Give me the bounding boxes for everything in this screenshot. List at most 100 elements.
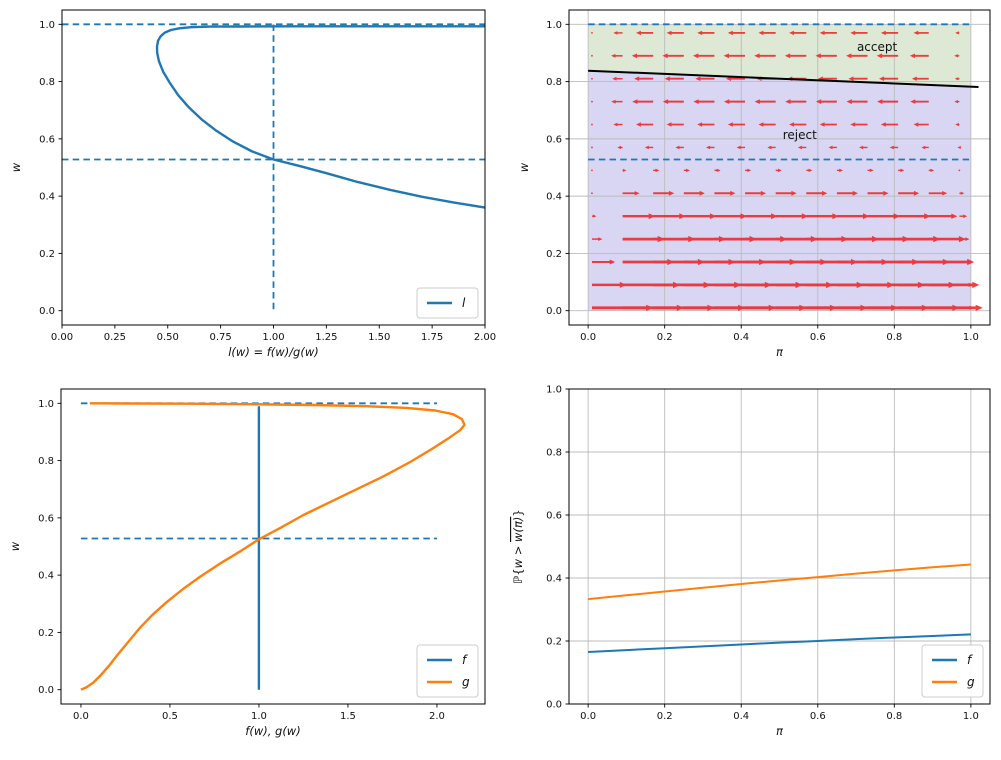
quiver-arrowhead	[655, 168, 660, 173]
y-axis-label-segment: w(π)	[511, 517, 525, 542]
y-tick-label: 0.2	[39, 249, 55, 260]
quiver-arrowhead	[848, 76, 854, 81]
y-tick-label: 0.6	[38, 513, 54, 524]
quiver-arrowhead	[747, 168, 752, 173]
y-axis-label: ℙ{w > w(π)}	[511, 509, 525, 583]
x-tick-label: 1.75	[421, 332, 443, 343]
x-tick-label: 1.5	[340, 711, 356, 722]
quiver-arrowhead	[880, 30, 886, 36]
x-tick-label: 0.4	[733, 332, 749, 343]
quiver-arrowhead	[960, 191, 965, 195]
subplot-acceptance-probability: 0.0 0.2 0.4 0.6 0.8 1.00.00.20.40.60.81.0πℙ{w…	[511, 385, 991, 738]
quiver-arrowhead	[909, 53, 915, 59]
quiver-arrowhead	[697, 30, 703, 36]
quiver-arrowhead	[852, 190, 858, 196]
series-g	[80, 402, 466, 691]
x-tick-label: 0.25	[104, 332, 126, 343]
y-tick-label: 0.4	[38, 571, 54, 582]
y-tick-label: 0.8	[39, 77, 55, 88]
quiver-arrowhead	[727, 122, 733, 127]
quiver-arrowhead	[791, 190, 797, 196]
y-tick-label: 0.0	[546, 306, 562, 317]
x-axis-label-segment: π	[776, 724, 784, 738]
y-tick-label: 0.6	[546, 511, 562, 522]
region-reject	[588, 70, 971, 311]
subplot-likelihood-ratio: 0.00 0.25 0.50 0.75 1.00 1.25 1.50 1.75 2.000.00…	[9, 9, 496, 359]
y-axis-label-segment: }	[511, 509, 525, 516]
quiver-arrowhead	[724, 99, 730, 104]
series-f	[588, 633, 971, 653]
quiver-arrowhead	[913, 30, 919, 35]
quiver-arrowhead	[957, 145, 961, 149]
quiver-arrowhead	[598, 237, 603, 241]
y-tick-label: 0.0	[39, 306, 55, 317]
series-g	[588, 563, 971, 601]
quiver-arrowhead	[850, 30, 856, 36]
quiver-arrowhead	[965, 237, 970, 241]
quiver-arrowhead	[611, 99, 616, 104]
y-tick-label: 0.8	[546, 77, 562, 88]
quiver-arrowhead	[666, 30, 672, 36]
quiver-arrowhead	[789, 122, 794, 127]
quiver-arrowhead	[617, 145, 621, 150]
quiver-dot	[591, 169, 593, 172]
quiver-arrowhead	[913, 190, 920, 196]
x-tick-label: 1.00	[262, 332, 284, 343]
x-tick-label: 0.6	[810, 711, 826, 722]
quiver-field	[591, 30, 983, 311]
quiver-arrowhead	[879, 76, 885, 81]
quiver-dot	[958, 169, 961, 172]
x-axis-label-segment: π	[776, 345, 784, 359]
quiver-arrowhead	[863, 213, 870, 220]
quiver-arrowhead	[592, 214, 597, 218]
x-axis-label: l(w) = f(w)/g(w)	[228, 345, 319, 359]
y-tick-label: 0.6	[39, 134, 55, 145]
y-tick-label: 0.2	[38, 628, 54, 639]
quiver-arrowhead	[785, 99, 791, 104]
quiver-arrowhead	[876, 53, 883, 59]
gridlines	[569, 10, 990, 325]
quiver-arrowhead	[723, 53, 729, 59]
quiver-arrowhead	[954, 54, 958, 58]
quiver-arrowhead	[913, 122, 919, 127]
y-axis-ticks: 0.0 0.2 0.4 0.6 0.8 1.0	[39, 20, 62, 317]
quiver-arrowhead	[634, 76, 640, 81]
quiver-arrowhead	[666, 122, 672, 127]
quiver-arrowhead	[634, 191, 640, 196]
y-tick-label: 0.6	[546, 134, 562, 145]
quiver-arrowhead	[631, 53, 638, 59]
quiver-arrowhead	[693, 99, 699, 104]
quiver-arrowhead	[924, 213, 931, 220]
annotation-reject: reject	[783, 128, 817, 142]
x-tick-label: 2.00	[474, 332, 496, 343]
quiver-arrowhead	[819, 122, 825, 127]
quiver-arrowhead	[975, 304, 983, 311]
legend-label-l: l	[462, 296, 466, 310]
y-axis-label-segment: ℙ{	[511, 568, 525, 583]
x-tick-label: 0.5	[162, 711, 178, 722]
y-axis-ticks: 0.0 0.2 0.4 0.6 0.8 1.0	[38, 399, 61, 696]
quiver-arrowhead	[815, 99, 822, 104]
y-axis-label: w	[9, 162, 23, 172]
x-tick-label: 1.50	[368, 332, 390, 343]
x-axis-label: π	[776, 345, 784, 359]
x-axis-ticks: 0.00 0.25 0.50 0.75 1.00 1.25 1.50 1.75 2.00	[51, 325, 496, 343]
quiver-arrowhead	[815, 53, 821, 59]
quiver-dot	[591, 54, 593, 57]
quiver-arrowhead	[699, 190, 705, 196]
quiver-arrowhead	[883, 190, 889, 196]
x-tick-label: 0.75	[209, 332, 231, 343]
quiver-arrowhead	[877, 99, 883, 104]
quiver-arrowhead	[832, 213, 839, 220]
quiver-arrowhead	[716, 168, 721, 173]
x-tick-label: 0.0	[580, 332, 596, 343]
quiver-arrowhead	[846, 53, 852, 59]
quiver-arrowhead	[880, 122, 886, 127]
quiver-arrowhead	[754, 53, 760, 59]
y-tick-label: 0.2	[546, 637, 562, 648]
series-decision-boundary	[588, 69, 979, 88]
quiver-arrowhead	[893, 213, 901, 220]
x-tick-label: 0.50	[157, 332, 179, 343]
quiver-arrowhead	[758, 30, 764, 36]
